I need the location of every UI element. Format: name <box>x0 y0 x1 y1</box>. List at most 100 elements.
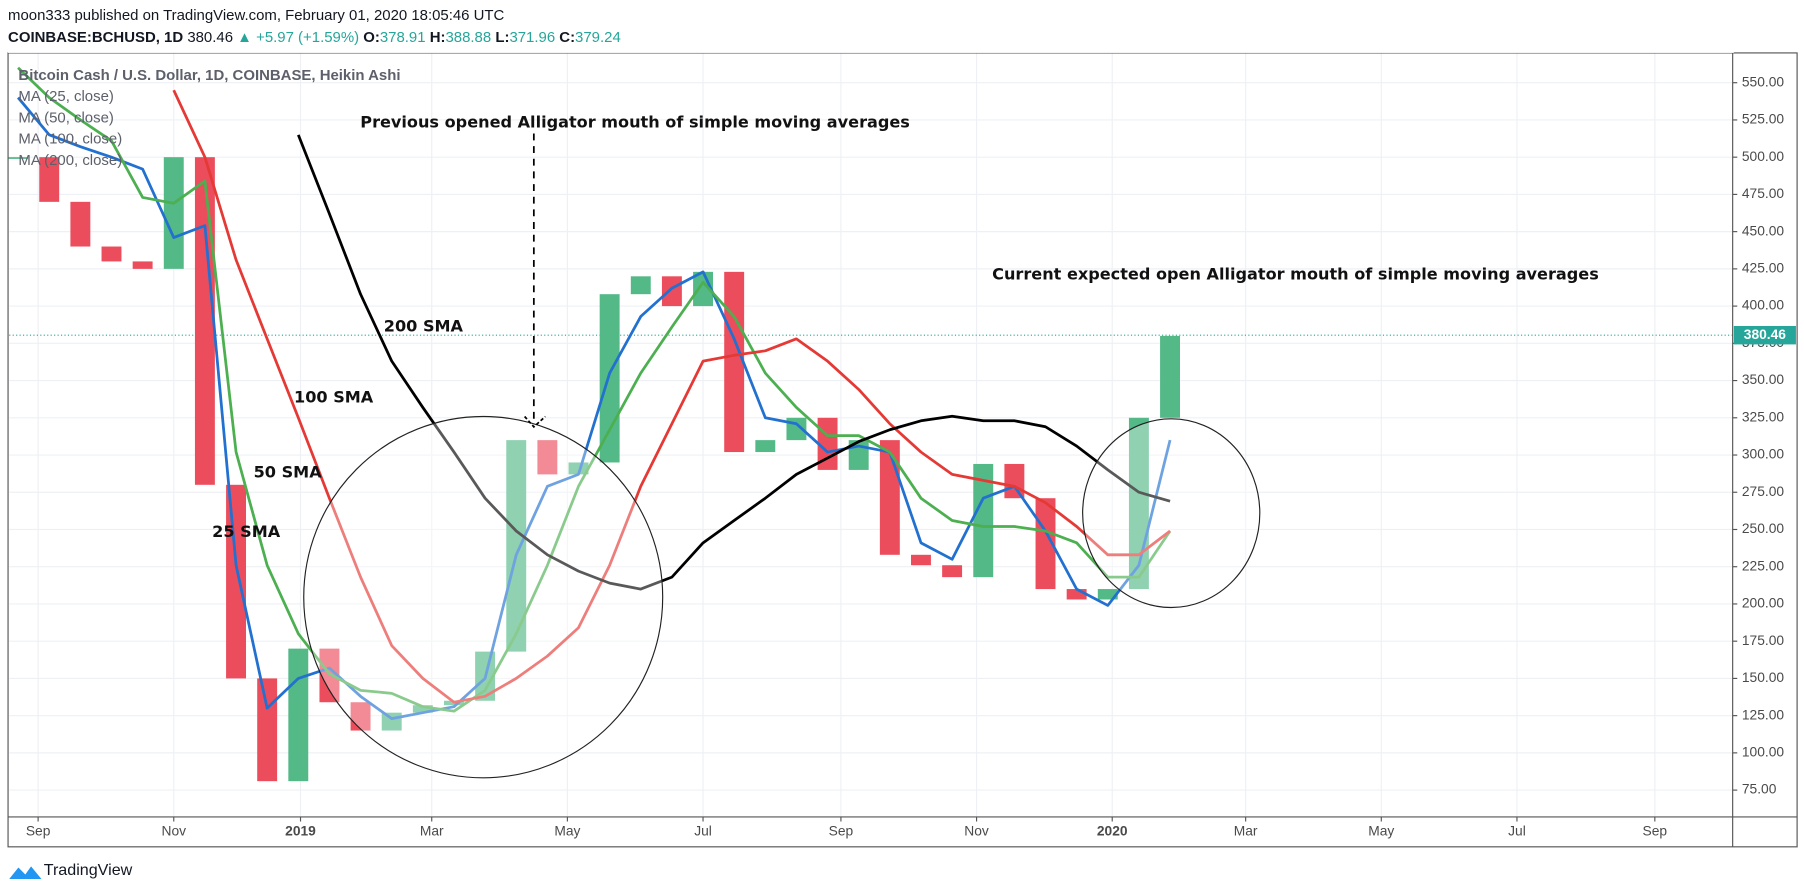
candle <box>1004 463 1025 499</box>
y-tick-label: 300.00 <box>1742 447 1785 462</box>
x-tick-label: Jul <box>694 824 712 839</box>
candle <box>1066 589 1087 600</box>
candle <box>412 705 433 713</box>
candle <box>599 294 620 463</box>
annotation: Current expected open Alligator mouth of… <box>992 264 1599 283</box>
candle <box>755 440 776 453</box>
change: ▲ +5.97 (+1.59%) <box>237 29 359 46</box>
legend-entry: MA (100, close) <box>18 131 122 148</box>
candle <box>8 157 29 159</box>
y-tick-label: 150.00 <box>1742 670 1785 685</box>
candle <box>568 462 589 475</box>
candle <box>973 463 994 578</box>
candle <box>101 246 122 262</box>
symbol: COINBASE:BCHUSD, 1D <box>8 29 183 46</box>
logo-icon <box>9 866 42 880</box>
y-tick-label: 200.00 <box>1742 596 1785 611</box>
pointer-head <box>523 415 546 429</box>
legend-entry: Bitcoin Cash / U.S. Dollar, 1D, COINBASE… <box>18 67 400 84</box>
candle <box>1097 589 1118 600</box>
x-tick-label: Sep <box>1643 824 1668 839</box>
brand: TradingView <box>44 861 133 879</box>
y-tick-label: 425.00 <box>1742 261 1785 276</box>
candle <box>879 440 900 555</box>
y-tick-label: 125.00 <box>1742 707 1785 722</box>
x-tick-label: Sep <box>829 824 854 839</box>
plot-top-mask <box>8 46 1734 53</box>
plot-area <box>8 52 1733 817</box>
last-price: 380.46 <box>187 29 233 46</box>
x-tick-label: May <box>1368 824 1394 839</box>
high-label: H: <box>430 29 446 46</box>
candle <box>132 261 153 269</box>
moving-average-line <box>297 134 1171 591</box>
x-tick-label: Nov <box>161 824 186 839</box>
moving-average-line <box>17 96 1172 721</box>
x-tick-label: 2019 <box>285 824 316 839</box>
symbol-line: COINBASE:BCHUSD, 1D 380.46 ▲ +5.97 (+1.5… <box>8 29 621 46</box>
y-tick-label: 475.00 <box>1742 186 1785 201</box>
candle <box>288 648 309 782</box>
legend-entry: MA (50, close) <box>18 109 113 126</box>
y-tick-label: 100.00 <box>1742 745 1785 760</box>
open-label: O: <box>363 29 380 46</box>
candle <box>724 271 745 453</box>
close-label: C: <box>559 29 575 46</box>
y-tick-label: 500.00 <box>1742 149 1785 164</box>
moving-average-line <box>172 89 1171 704</box>
candle <box>257 678 278 782</box>
candle <box>1160 335 1181 418</box>
y-tick-label: 550.00 <box>1742 74 1785 89</box>
open: 378.91 <box>380 29 426 46</box>
last-price-badge <box>1733 325 1796 345</box>
candle <box>194 157 215 485</box>
x-tick-label: Jul <box>1508 824 1526 839</box>
y-tick-label: 275.00 <box>1742 484 1785 499</box>
candle <box>1035 498 1056 590</box>
y-tick-label: 75.00 <box>1742 782 1777 797</box>
last-price-label: 380.46 <box>1744 327 1787 342</box>
candle <box>506 440 527 652</box>
legend-entry: MA (200, close) <box>18 152 122 169</box>
y-tick-label: 450.00 <box>1742 223 1785 238</box>
y-tick-label: 175.00 <box>1742 633 1785 648</box>
candle <box>661 276 682 307</box>
y-tick-label: 400.00 <box>1742 298 1785 313</box>
alligator-circle <box>1082 418 1261 609</box>
y-tick-label: 525.00 <box>1742 112 1785 127</box>
annotation: 25 SMA <box>212 522 281 541</box>
high: 388.88 <box>445 29 491 46</box>
x-tick-label: Mar <box>420 824 444 839</box>
x-tick-label: 2020 <box>1097 824 1128 839</box>
annotation: 50 SMA <box>254 462 323 481</box>
candle <box>630 276 651 295</box>
low-label: L: <box>495 29 509 46</box>
y-tick-label: 225.00 <box>1742 558 1785 573</box>
y-tick-label: 250.00 <box>1742 521 1785 536</box>
candle <box>942 565 963 578</box>
x-tick-label: Nov <box>964 824 989 839</box>
x-tick-label: Mar <box>1234 824 1258 839</box>
annotation: 200 SMA <box>384 316 464 335</box>
tradingview-logo: TradingView <box>9 861 133 880</box>
candle <box>911 554 931 566</box>
annotation: Previous opened Alligator mouth of simpl… <box>360 113 910 132</box>
published-line: moon333 published on TradingView.com, Fe… <box>8 7 504 24</box>
candle <box>537 440 558 475</box>
candle <box>226 484 246 679</box>
candle <box>39 157 60 202</box>
candle <box>163 157 184 269</box>
x-tick-label: May <box>554 824 580 839</box>
candle <box>70 201 91 247</box>
x-tick-label: Sep <box>26 824 51 839</box>
close: 379.24 <box>575 29 621 46</box>
annotation: 100 SMA <box>294 388 374 407</box>
alligator-circle <box>303 415 664 779</box>
moving-average-line <box>17 66 1172 713</box>
y-tick-label: 350.00 <box>1742 372 1785 387</box>
y-tick-label: 325.00 <box>1742 409 1785 424</box>
low: 371.96 <box>509 29 555 46</box>
legend-entry: MA (25, close) <box>18 88 113 105</box>
